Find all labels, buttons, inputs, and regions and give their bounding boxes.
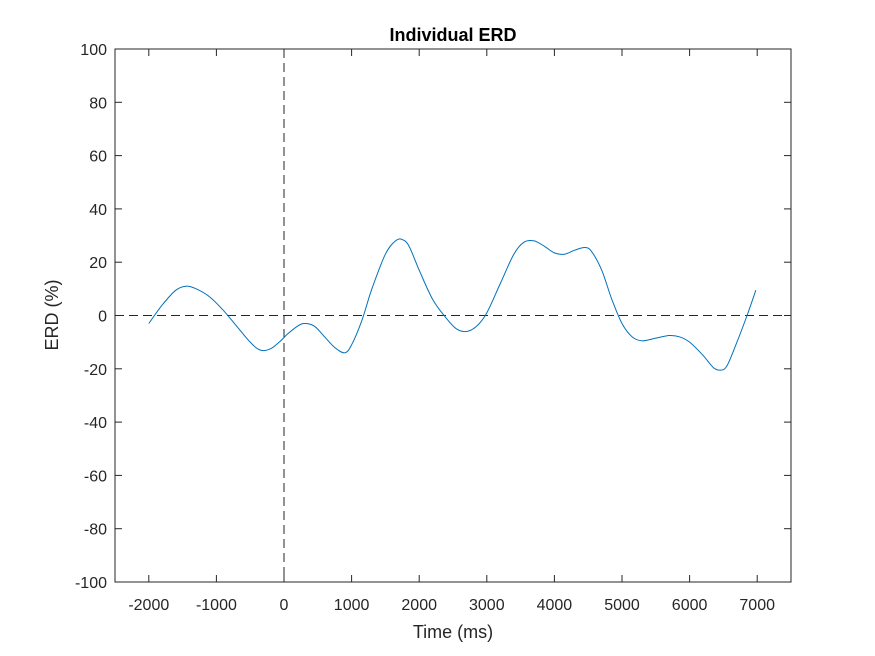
y-tick-label: -100 bbox=[75, 575, 107, 592]
chart-title: Individual ERD bbox=[389, 25, 516, 45]
y-tick-label: -60 bbox=[84, 468, 107, 485]
x-tick-label: 6000 bbox=[672, 597, 708, 614]
y-axis-ticks: -100 -80 -60 -40 -20 0 20 40 60 80 100 bbox=[75, 42, 791, 592]
x-tick-label: 7000 bbox=[739, 597, 775, 614]
x-axis-ticks: -2000 -1000 0 1000 2000 3000 4000 5000 6000 7000 bbox=[128, 49, 775, 614]
series-group bbox=[148, 238, 757, 371]
y-axis-label: ERD (%) bbox=[42, 280, 62, 351]
series-line-0 bbox=[148, 238, 757, 371]
y-tick-label: 20 bbox=[89, 255, 107, 272]
y-tick-label: 100 bbox=[80, 42, 107, 59]
x-tick-label: 5000 bbox=[604, 597, 640, 614]
y-tick-label: -20 bbox=[84, 362, 107, 379]
x-tick-label: 4000 bbox=[537, 597, 573, 614]
x-tick-label: 3000 bbox=[469, 597, 505, 614]
x-tick-label: -1000 bbox=[196, 597, 237, 614]
x-axis-label: Time (ms) bbox=[413, 622, 493, 642]
y-tick-label: 60 bbox=[89, 149, 107, 166]
y-tick-label: 40 bbox=[89, 202, 107, 219]
x-tick-label: -2000 bbox=[128, 597, 169, 614]
y-tick-label: 0 bbox=[98, 309, 107, 326]
x-tick-label: 2000 bbox=[401, 597, 437, 614]
y-tick-label: -80 bbox=[84, 522, 107, 539]
y-tick-label: 80 bbox=[89, 95, 107, 112]
x-tick-label: 1000 bbox=[334, 597, 370, 614]
y-tick-label: -40 bbox=[84, 415, 107, 432]
x-tick-label: 0 bbox=[280, 597, 289, 614]
